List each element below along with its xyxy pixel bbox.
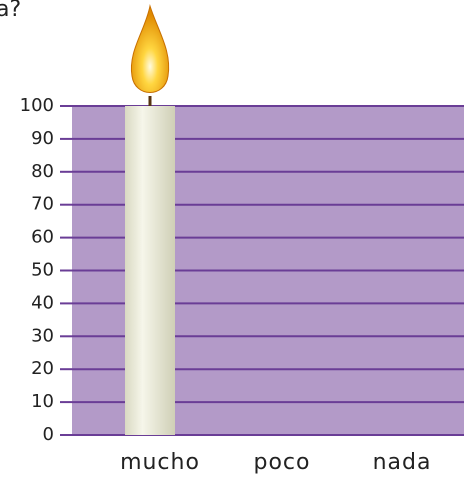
x-tick-label: nada xyxy=(373,450,432,475)
y-tick-label: 60 xyxy=(31,227,54,248)
flame xyxy=(130,4,170,93)
y-tick-label: 90 xyxy=(31,128,54,149)
y-tick-label: 10 xyxy=(31,391,54,412)
y-tick-label: 40 xyxy=(31,292,54,313)
y-tick-label: 100 xyxy=(20,95,54,116)
x-tick-label: poco xyxy=(254,450,311,475)
x-tick-label: mucho xyxy=(120,450,200,475)
candle-bar xyxy=(125,106,175,435)
y-tick-label: 70 xyxy=(31,194,54,215)
y-tick-label: 0 xyxy=(43,424,54,445)
y-tick-label: 20 xyxy=(31,358,54,379)
y-tick-label: 80 xyxy=(31,161,54,182)
y-tick-label: 30 xyxy=(31,325,54,346)
y-tick-label: 50 xyxy=(31,260,54,281)
chart-title: a? xyxy=(0,0,21,22)
